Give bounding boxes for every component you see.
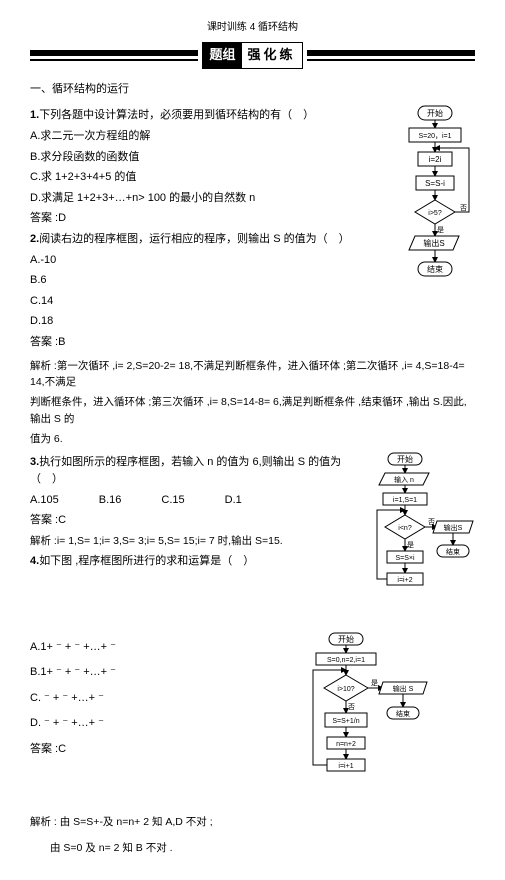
svg-text:是: 是 [371,679,378,687]
q2-C: C.14 [30,293,385,311]
svg-text:结束: 结束 [427,264,443,274]
svg-text:输出S: 输出S [444,523,463,532]
q2-A: A.-10 [30,252,385,270]
svg-text:结束: 结束 [446,547,460,556]
q4-B: B.1+ ⁻ + ⁻ +…+ ⁻ [30,664,297,682]
svg-text:S=S-i: S=S-i [425,179,445,188]
title-right: 强化练 [242,43,302,68]
svg-text:是: 是 [437,226,444,234]
q1-text: 1.下列各题中设计算法时，必须要用到循环结构的有（ ） [30,107,385,125]
q4-ans: 答案 :C [30,741,297,759]
svg-text:i>5?: i>5? [428,210,442,217]
svg-text:开始: 开始 [427,108,443,118]
svg-text:开始: 开始 [397,454,413,464]
q3-ans: 答案 :C [30,512,365,530]
q3-text: 3.执行如图所示的程序框图，若输入 n 的值为 6,则输出 S 的值为（ ） [30,454,365,489]
page-header: 课时训练 4 循环结构 [30,20,475,36]
svg-text:S=20，i=1: S=20，i=1 [418,133,451,140]
svg-text:i<n?: i<n? [398,525,412,532]
q2-exp2: 判断框条件，进入循环体 ;第三次循环 ,i= 8,S=14-8= 6,满足判断框… [30,394,475,428]
flowchart-q3: 开始 输入 n i=1,S=1 i<n? 是 否 S=S×i i=i+2 输出S [373,451,475,631]
title-box: 题组 强化练 [202,42,302,69]
svg-text:输出S: 输出S [423,238,444,248]
svg-text:开始: 开始 [338,634,354,644]
svg-text:否: 否 [348,703,355,711]
q1-B: B.求分段函数的函数值 [30,149,385,167]
flowchart-q4: 开始 S=0,n=2,i=1 i>10? 否 是 S=S+1/n n=n+2 i… [305,631,435,811]
svg-text:S=S+1/n: S=S+1/n [332,718,359,725]
title-bar: 题组 强化练 [30,42,475,69]
svg-text:否: 否 [460,204,467,212]
q3-exp: 解析 :i= 1,S= 1;i= 3,S= 3;i= 5,S= 15;i= 7 … [30,533,365,550]
svg-text:i=i+1: i=i+1 [338,763,353,770]
svg-text:i=2i: i=2i [429,155,442,164]
svg-text:S=0,n=2,i=1: S=0,n=2,i=1 [327,657,365,664]
flowchart-q2: 开始 S=20，i=1 i=2i S=S-i i>5? 否 是 输出S 结束 [393,104,475,294]
q1-C: C.求 1+2+3+4+5 的值 [30,169,385,187]
svg-text:S=S×i: S=S×i [395,555,415,562]
q2-text: 2.阅读右边的程序框图，运行相应的程序，则输出 S 的值为（ ） [30,231,385,249]
q2-exp3: 值为 6. [30,431,475,448]
q1-A: A.求二元一次方程组的解 [30,128,385,146]
svg-text:是: 是 [407,541,414,549]
q4-exp1: 解析 : 由 S=S+-及 n=n+ 2 知 A,D 不对 ; [30,814,475,831]
q4-C: C. ⁻ + ⁻ +…+ ⁻ [30,690,297,708]
svg-text:输出 S: 输出 S [393,684,414,693]
svg-text:i=i+2: i=i+2 [397,577,412,584]
q4-text: 4.如下图 ,程序框图所进行的求和运算是（ ） [30,553,365,571]
q2-ans: 答案 :B [30,334,385,352]
q4-D: D. ⁻ + ⁻ +…+ ⁻ [30,715,297,733]
svg-text:输入 n: 输入 n [394,475,414,484]
title-left: 题组 [203,43,241,68]
q1-ans: 答案 :D [30,210,385,228]
q2-B: B.6 [30,272,385,290]
q3-opts: A.105B.16C.15D.1 [30,492,365,510]
svg-text:n=n+2: n=n+2 [336,741,356,748]
q2-D: D.18 [30,313,385,331]
q1-D: D.求满足 1+2+3+…+n> 100 的最小的自然数 n [30,190,385,208]
q2-exp1: 解析 :第一次循环 ,i= 2,S=20-2= 18,不满足判断框条件，进入循环… [30,358,475,392]
q4-exp2: 由 S=0 及 n= 2 知 B 不对 . [50,840,475,857]
svg-text:结束: 结束 [396,709,410,718]
section-heading: 一、循环结构的运行 [30,81,475,99]
svg-text:否: 否 [428,518,435,526]
svg-text:i>10?: i>10? [337,686,354,693]
svg-text:i=1,S=1: i=1,S=1 [393,497,417,504]
q4-A: A.1+ ⁻ + ⁻ +…+ ⁻ [30,639,297,657]
